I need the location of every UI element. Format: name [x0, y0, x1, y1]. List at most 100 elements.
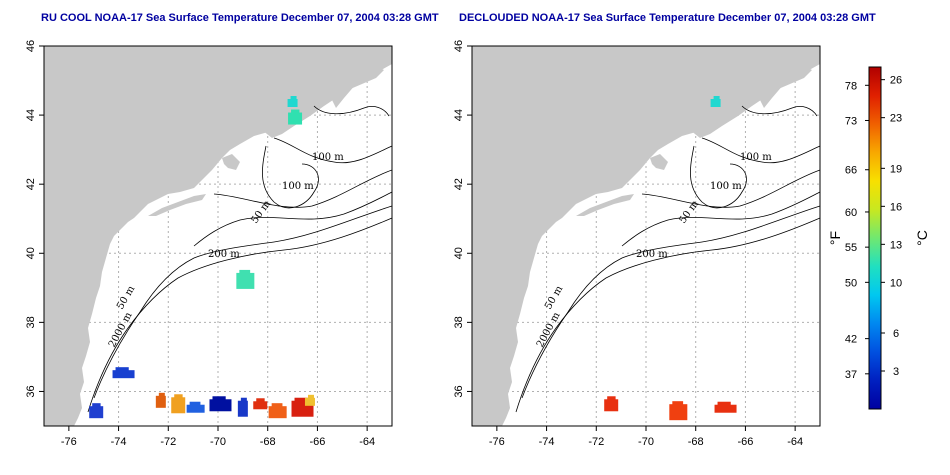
fahrenheit-tick-label: 37 [845, 369, 857, 381]
lat-tick-label: 44 [25, 109, 37, 121]
lon-tick-label: -64 [787, 436, 803, 448]
sst-patch [717, 401, 731, 407]
fahrenheit-tick-label: 55 [845, 242, 857, 254]
isobath-line [87, 217, 393, 413]
lat-tick-label: 46 [453, 40, 465, 52]
celsius-unit-label: °C [914, 230, 930, 246]
celsius-tick-label: 23 [890, 113, 902, 125]
sst-patch [237, 400, 248, 417]
celsius-tick-label: 6 [893, 328, 899, 340]
lon-tick-label: -64 [359, 436, 375, 448]
sst-patch [155, 395, 166, 408]
isobath-line [690, 145, 747, 209]
sst-patch [291, 109, 300, 117]
lon-tick-label: -66 [737, 436, 753, 448]
isobath-line [313, 105, 390, 117]
lon-tick-label: -70 [210, 436, 226, 448]
lat-tick-label: 38 [453, 316, 465, 328]
isobath-label: 100 m [312, 152, 344, 163]
sst-patch [710, 99, 721, 107]
isobath-line [701, 137, 821, 164]
sst-patch [256, 398, 265, 404]
lon-tick-label: -72 [160, 436, 176, 448]
isobath-label: 200 m [636, 249, 668, 260]
lat-tick-label: 44 [453, 109, 465, 121]
celsius-tick-label: 13 [890, 239, 902, 251]
lon-tick-label: -68 [688, 436, 704, 448]
isobath-line [521, 205, 821, 399]
isobath-line [193, 191, 393, 247]
isobath-line [621, 191, 821, 247]
right-panel-title: DECLOUDED NOAA-17 Sea Surface Temperatur… [459, 12, 876, 24]
sst-patch [158, 392, 165, 401]
lat-tick-label: 40 [453, 247, 465, 259]
isobath-line [273, 137, 393, 164]
sst-patch [189, 401, 201, 407]
sst-patch [304, 397, 315, 406]
celsius-tick-label: 19 [890, 163, 902, 175]
isobath-label: 200 m [208, 249, 240, 260]
temperature-colorbar: 26 78 23 73 19 66 16 60 13 55 10 50 6 42 3 37 °F °C [827, 66, 930, 410]
isobath-label: 100 m [710, 181, 742, 192]
fahrenheit-tick-label: 73 [845, 115, 857, 127]
fahrenheit-tick-label: 78 [845, 80, 857, 92]
isobath-label: 100 m [282, 181, 314, 192]
colorbar-gradient [868, 66, 882, 410]
fahrenheit-tick-label: 42 [845, 334, 857, 346]
sst-patch [253, 401, 268, 410]
fahrenheit-tick-label: 66 [845, 165, 857, 177]
sst-patch [290, 96, 297, 101]
sst-patch [112, 370, 135, 379]
sst-patch [287, 99, 298, 107]
sst-patch [714, 404, 737, 413]
lon-tick-label: -72 [588, 436, 604, 448]
lat-tick-label: 36 [453, 385, 465, 397]
isobath-label: 100 m [740, 152, 772, 163]
lat-tick-label: 46 [25, 40, 37, 52]
lon-tick-label: -68 [260, 436, 276, 448]
sst-patch [115, 367, 129, 372]
lat-tick-label: 42 [25, 178, 37, 190]
lat-tick-label: 36 [25, 385, 37, 397]
sst-pixels [89, 96, 315, 419]
lon-tick-label: -74 [539, 436, 555, 448]
lon-tick-label: -76 [489, 436, 505, 448]
sst-patch [186, 404, 205, 413]
isobath-line [515, 217, 821, 413]
sst-patch [294, 397, 308, 408]
sst-pixels [604, 96, 737, 421]
sst-patch [174, 394, 183, 404]
lon-tick-label: -66 [309, 436, 325, 448]
lat-tick-label: 42 [453, 178, 465, 190]
fahrenheit-unit-label: °F [827, 231, 843, 245]
sst-patch [672, 401, 684, 411]
sst-patch [92, 403, 101, 411]
sst-patch [713, 96, 720, 101]
fahrenheit-tick-label: 60 [845, 207, 857, 219]
fahrenheit-tick-label: 50 [845, 277, 857, 289]
isobath-line [262, 145, 319, 209]
isobath-line [641, 169, 821, 208]
lon-tick-label: -76 [61, 436, 77, 448]
sst-patch [307, 394, 314, 400]
celsius-tick-label: 3 [893, 366, 899, 378]
sst-patch [212, 396, 226, 404]
celsius-tick-label: 26 [890, 75, 902, 87]
lon-tick-label: -70 [638, 436, 654, 448]
lon-tick-label: -74 [111, 436, 127, 448]
sst-patch [240, 397, 247, 408]
sst-patch [607, 396, 616, 404]
celsius-tick-label: 10 [890, 277, 902, 289]
lat-tick-label: 38 [25, 316, 37, 328]
sst-patch [239, 269, 251, 280]
isobath-line [213, 169, 393, 208]
left-panel-title: RU COOL NOAA-17 Sea Surface Temperature … [41, 12, 439, 24]
sst-patch [271, 403, 283, 411]
isobath-line [93, 205, 393, 399]
isobath-line [741, 105, 818, 117]
lat-tick-label: 40 [25, 247, 37, 259]
celsius-tick-label: 16 [890, 201, 902, 213]
